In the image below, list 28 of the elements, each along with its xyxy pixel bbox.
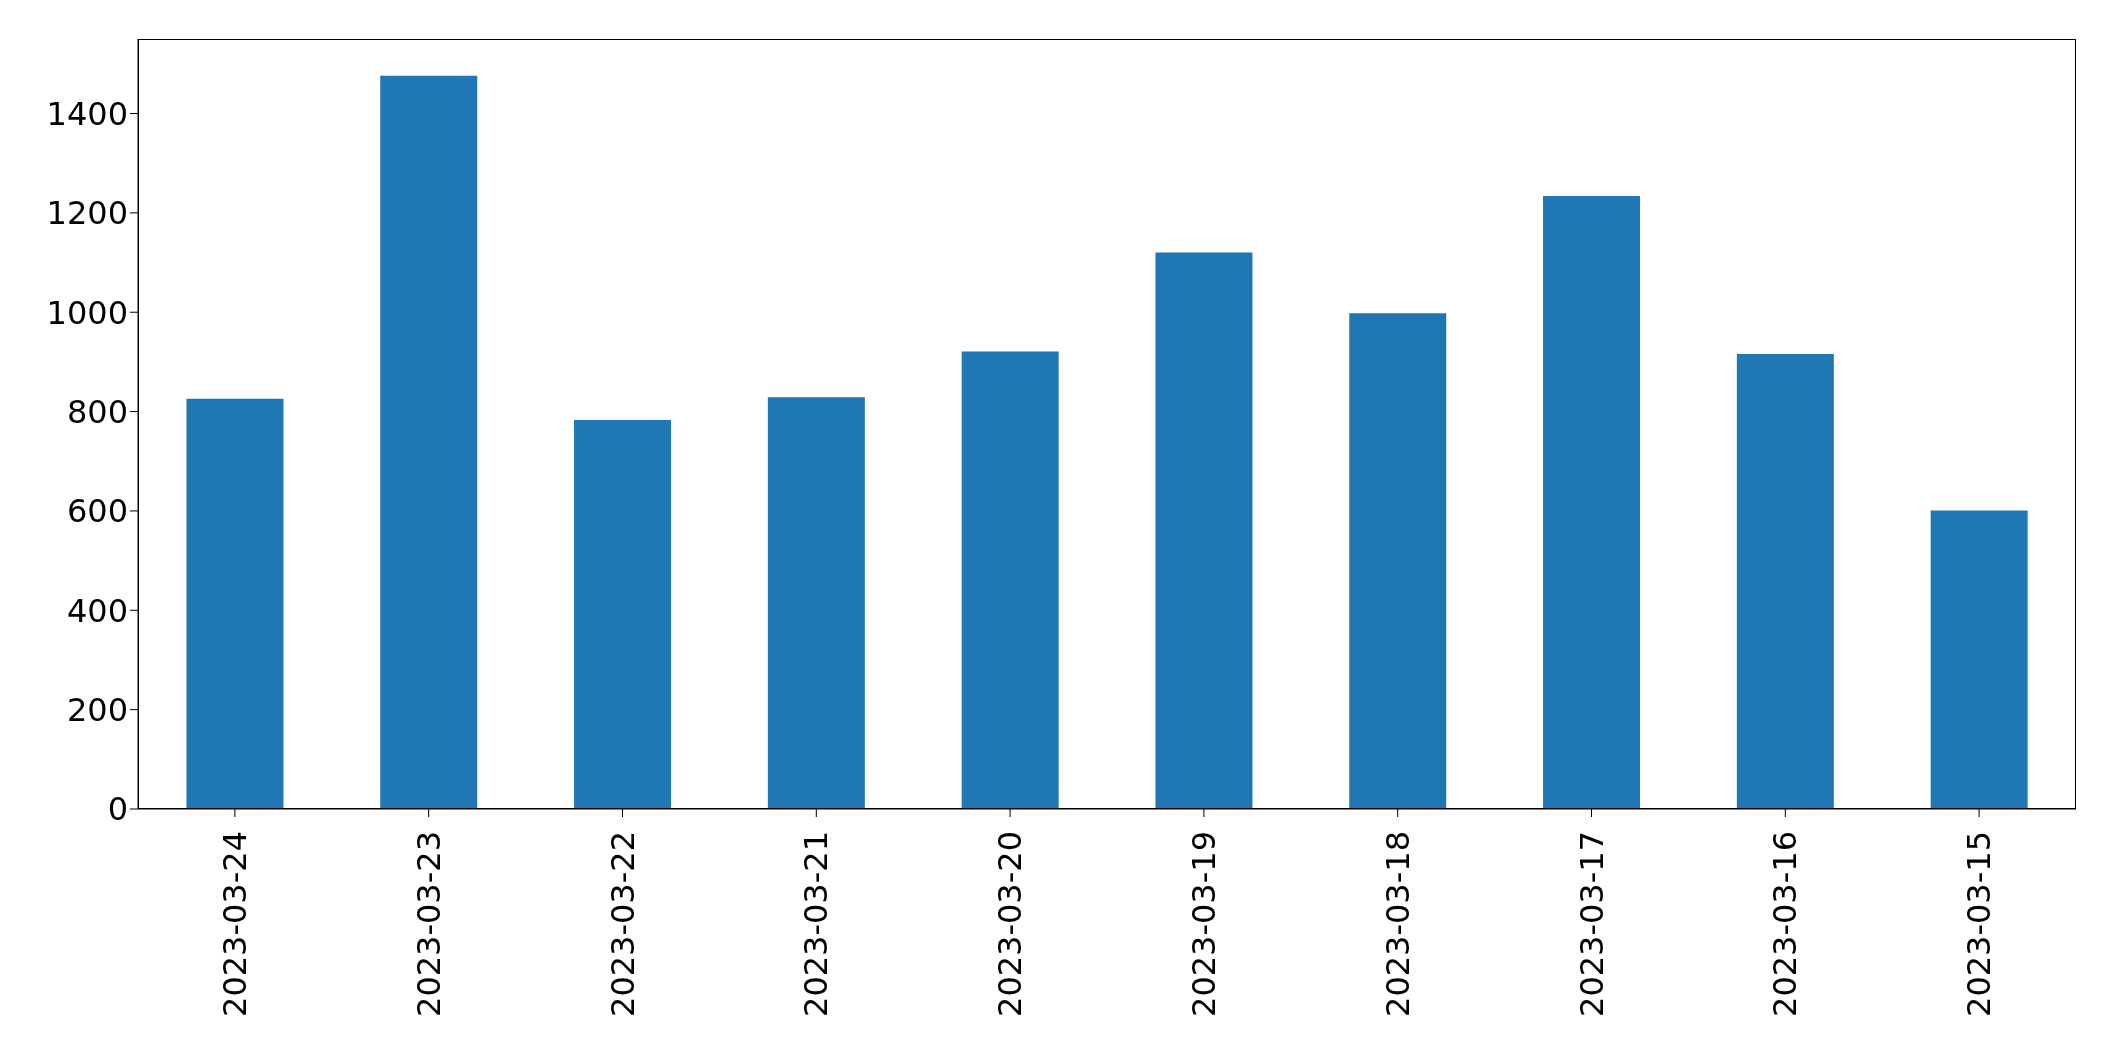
y-tick-label: 1400 — [46, 94, 128, 133]
y-tick-label: 1000 — [46, 293, 128, 332]
y-tick-label: 400 — [66, 591, 128, 630]
y-tick-label: 200 — [66, 691, 128, 730]
y-tick-label: 0 — [107, 790, 128, 829]
x-tick-label: 2023-03-16 — [1766, 831, 1805, 1017]
bar — [767, 397, 865, 809]
y-tick-label: 600 — [66, 492, 128, 531]
x-tick-label: 2023-03-23 — [409, 831, 448, 1017]
x-tick-label: 2023-03-15 — [1960, 831, 1999, 1017]
x-tick-label: 2023-03-18 — [1378, 831, 1417, 1017]
x-tick-label: 2023-03-19 — [1184, 831, 1223, 1017]
bar — [1349, 313, 1447, 809]
bar — [186, 398, 284, 809]
x-tick-label: 2023-03-24 — [215, 831, 254, 1017]
y-tick-label: 800 — [66, 392, 128, 431]
bar — [1930, 510, 2028, 809]
x-tick-label: 2023-03-17 — [1572, 831, 1611, 1017]
x-tick-label: 2023-03-21 — [797, 831, 836, 1017]
bar — [1736, 353, 1834, 809]
y-tick-label: 1200 — [46, 194, 128, 233]
x-tick-label: 2023-03-20 — [991, 831, 1030, 1017]
bar — [380, 75, 478, 809]
x-tick-label: 2023-03-22 — [603, 831, 642, 1017]
bar — [1543, 195, 1641, 809]
bar — [1155, 252, 1253, 809]
bar — [961, 351, 1059, 809]
bar — [574, 420, 672, 809]
